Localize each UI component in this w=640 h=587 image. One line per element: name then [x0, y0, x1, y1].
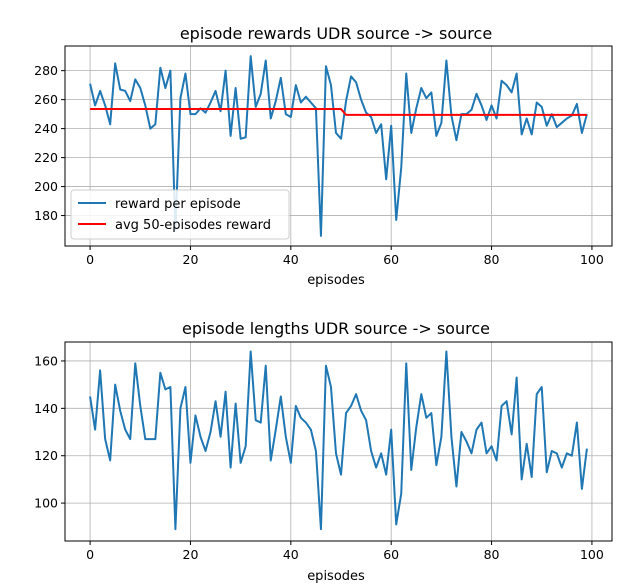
lengths-y-tick-label-140: 140	[34, 401, 58, 416]
lengths-x-tick-label-100: 100	[580, 547, 604, 562]
lengths-x-tick-label-0: 0	[86, 547, 94, 562]
rewards-y-tick-label-240: 240	[34, 121, 58, 136]
rewards-x-tick-label-60: 60	[383, 252, 399, 267]
lengths-y-tick-label-100: 100	[34, 496, 58, 511]
lengths-x-tick-label-40: 40	[283, 547, 299, 562]
rewards-y-tick-label-220: 220	[34, 150, 58, 165]
rewards-chart: episode rewards UDR source -> source 0 20…	[34, 24, 613, 288]
lengths-plot-frame	[64, 341, 613, 542]
lengths-ticks: 0 20 40 60 80 100 100 120 140 160	[34, 353, 604, 562]
rewards-x-axis-label: episodes	[307, 273, 365, 288]
rewards-plot-frame	[64, 45, 613, 247]
rewards-series	[89, 55, 588, 237]
rewards-x-tick-label-100: 100	[580, 252, 604, 267]
lengths-x-axis-label: episodes	[307, 569, 365, 584]
lengths-y-tick-label-160: 160	[34, 353, 58, 368]
rewards-y-tick-label-280: 280	[34, 63, 58, 78]
lengths-chart: episode lengths UDR source -> source 0 20…	[34, 319, 613, 584]
rewards-series-line-0	[89, 55, 588, 237]
rewards-ticks: 0 20 40 60 80 100 180 200 220 240 260 280	[34, 63, 604, 267]
legend-label-avg: avg 50-episodes reward	[115, 218, 271, 233]
rewards-grid	[65, 46, 612, 246]
lengths-series-line-0	[89, 350, 588, 531]
rewards-y-tick-label-180: 180	[34, 208, 58, 223]
legend-box	[70, 189, 290, 240]
rewards-x-tick-label-40: 40	[283, 252, 299, 267]
rewards-legend: reward per episode avg 50-episodes rewar…	[70, 189, 290, 240]
lengths-x-tick-label-80: 80	[484, 547, 500, 562]
lengths-x-tick-label-20: 20	[183, 547, 199, 562]
rewards-series-line-1	[90, 108, 587, 116]
rewards-y-tick-label-260: 260	[34, 92, 58, 107]
legend-label-reward: reward per episode	[115, 197, 241, 212]
rewards-x-tick-label-80: 80	[484, 252, 500, 267]
lengths-chart-title: episode lengths UDR source -> source	[182, 319, 490, 338]
rewards-x-tick-label-20: 20	[183, 252, 199, 267]
lengths-x-tick-label-60: 60	[383, 547, 399, 562]
lengths-y-tick-label-120: 120	[34, 448, 58, 463]
rewards-y-tick-label-200: 200	[34, 179, 58, 194]
rewards-chart-title: episode rewards UDR source -> source	[180, 24, 492, 43]
rewards-x-tick-label-0: 0	[86, 252, 94, 267]
lengths-series	[89, 350, 588, 531]
